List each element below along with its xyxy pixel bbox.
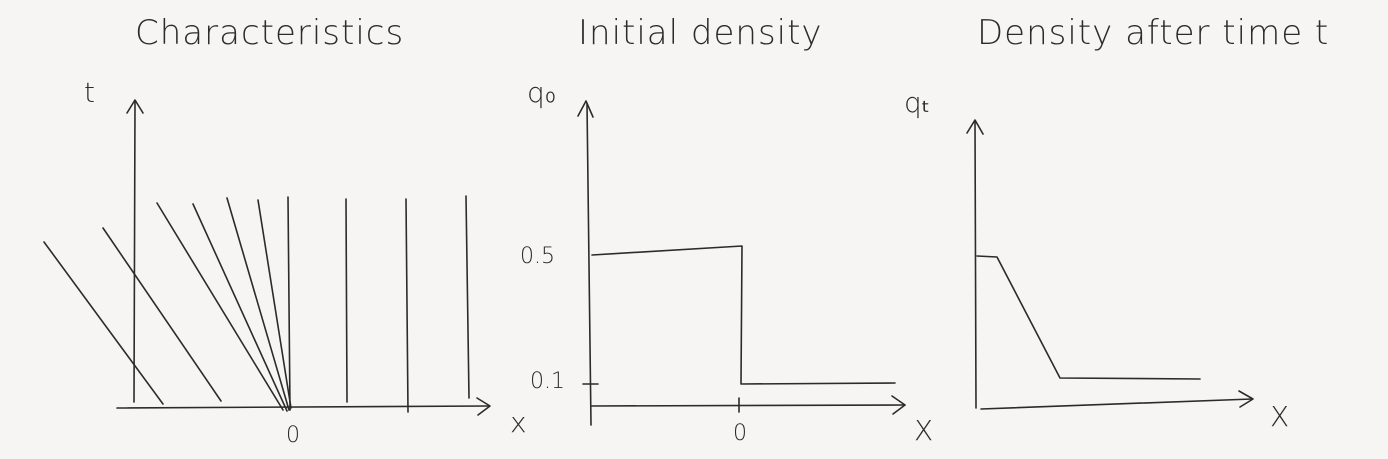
characteristic-line: [192, 203, 288, 412]
initial-density-panel: Initial density q₀ X 0 0.5 0.1: [520, 13, 933, 447]
x-axis-label: x: [510, 406, 527, 439]
x-axis-arrowhead: [891, 395, 906, 415]
density-after-title: Density after time t: [977, 13, 1329, 53]
x-axis-arrowhead: [1238, 390, 1254, 408]
characteristic-lines: [43, 195, 470, 413]
q0-axis-arrowhead: [577, 100, 594, 118]
x-axis: [980, 398, 1253, 410]
x-axis: [591, 404, 906, 407]
q0-axis-label: q₀: [527, 76, 556, 109]
x-axis-label: X: [914, 414, 933, 447]
characteristic-line: [345, 198, 348, 403]
characteristic-line: [156, 202, 284, 411]
characteristic-line: [405, 198, 409, 413]
x-axis: [116, 405, 489, 409]
characteristic-line: [287, 196, 291, 411]
q0-axis: [586, 103, 592, 426]
x-axis-arrowhead: [476, 397, 491, 416]
characteristic-line: [465, 195, 470, 399]
t-axis-arrowhead: [126, 99, 144, 114]
qt-axis: [974, 121, 977, 409]
x-axis-label: X: [1270, 400, 1289, 433]
initial-density-curve: [591, 245, 896, 385]
density-after-panel: Density after time t qₜ X: [904, 13, 1329, 433]
characteristic-line: [102, 227, 222, 402]
qt-axis-arrowhead: [966, 119, 984, 135]
t-axis-label: t: [84, 76, 95, 109]
level-high-label: 0.5: [520, 244, 555, 269]
characteristic-line: [257, 199, 292, 409]
initial-density-title: Initial density: [578, 13, 823, 53]
t-axis: [133, 101, 136, 403]
qt-axis-label: qₜ: [904, 86, 930, 119]
origin-label: 0: [733, 421, 747, 446]
density-after-curve: [976, 255, 1201, 380]
characteristic-line: [226, 197, 290, 411]
characteristic-line: [43, 241, 164, 405]
characteristics-title: Characteristics: [135, 13, 404, 53]
characteristics-panel: Characteristics t x 0: [43, 13, 527, 448]
level-low-label: 0.1: [530, 369, 565, 394]
origin-label: 0: [286, 423, 300, 448]
